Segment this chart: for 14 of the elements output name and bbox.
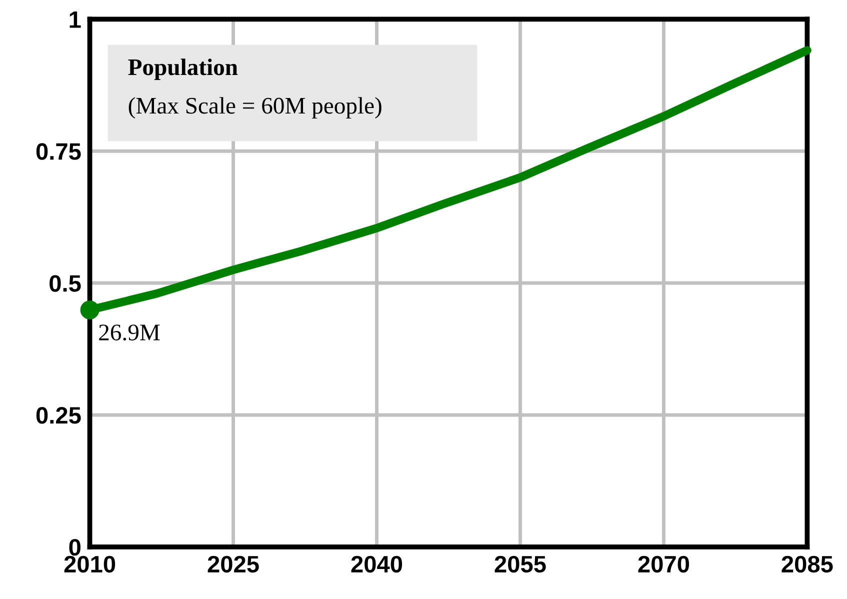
- y-tick-label: 0: [69, 538, 80, 556]
- x-tick-label: 2055: [494, 556, 546, 573]
- annotation: 26.9M: [99, 324, 160, 341]
- text: Population: [128, 58, 238, 80]
- y-tick-label: 1: [70, 11, 81, 28]
- x-tick-label: 2010: [64, 556, 116, 573]
- x-tick-label: 2085: [782, 556, 833, 573]
- y-tick-label: 0.75: [36, 143, 81, 160]
- text: (Max Scale = 60M people): [128, 97, 382, 119]
- y-tick-label: 0.25: [36, 407, 81, 424]
- x-tick-label: 2040: [351, 556, 402, 573]
- y-tick-label: 0.5: [50, 275, 81, 292]
- x-tick-label: 2025: [208, 556, 259, 573]
- x-tick-label: 2070: [638, 556, 690, 573]
